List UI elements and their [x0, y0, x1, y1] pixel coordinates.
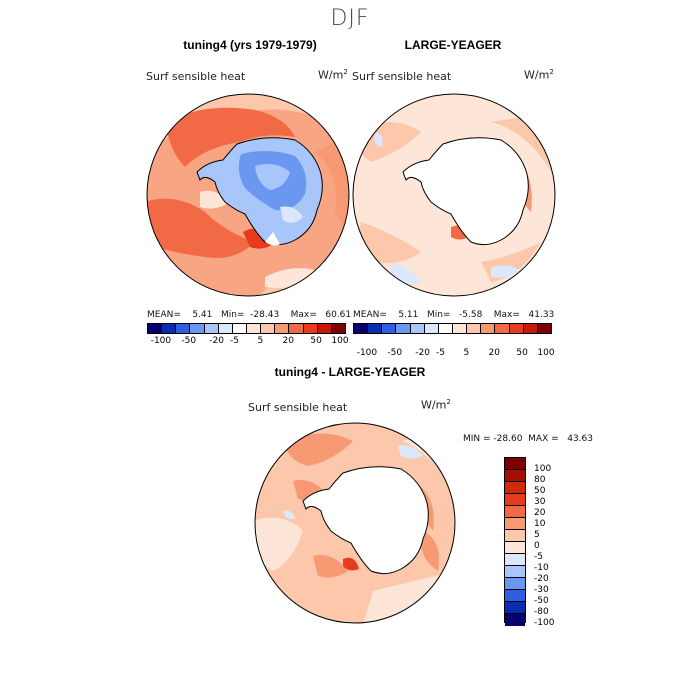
cbar3-tick: 10 [534, 519, 546, 529]
cbar1-tick: -100 [150, 336, 172, 346]
cbar3-tick: -5 [534, 552, 543, 562]
panel1-polar-map [146, 93, 350, 297]
season-title: DJF [330, 6, 370, 31]
cbar3-tick: -20 [534, 574, 549, 584]
cbar3-swatch [505, 602, 525, 614]
cbar2-swatch [523, 324, 538, 333]
cbar2-swatch [467, 324, 482, 333]
panel1-variable-label: Surf sensible heat [146, 70, 246, 83]
cbar1-tick: -5 [230, 336, 240, 346]
cbar3-swatch [505, 506, 525, 518]
cbar3-swatch [505, 518, 525, 530]
panel3-title: tuning4 - LARGE-YEAGER [274, 365, 426, 379]
cbar3-swatch [505, 542, 525, 554]
panel2-units-label: W/m2 [524, 68, 554, 82]
cbar3-swatch [505, 494, 525, 506]
panel3-variable-label: Surf sensible heat [248, 401, 348, 414]
cbar1-swatch [218, 324, 233, 333]
cbar1-tick: 50 [310, 336, 322, 346]
cbar3-tick: -50 [534, 596, 549, 606]
cbar1-swatch [232, 324, 247, 333]
cbar3-swatch [505, 458, 525, 470]
cbar3-tick: -30 [534, 585, 549, 595]
cbar3-tick: -80 [534, 607, 549, 617]
cbar3-tick: 80 [534, 475, 546, 485]
cbar3-swatch [505, 482, 525, 494]
cbar1-swatch [317, 324, 332, 333]
cbar3-swatch [505, 470, 525, 482]
cbar2-swatch [509, 324, 524, 333]
cbar2-tick: -50 [387, 348, 403, 358]
panel2-colorbar-ticks: -100 -50 -20 -5 5 20 50 100 [353, 348, 555, 360]
panel2-variable-label: Surf sensible heat [352, 70, 452, 83]
cbar1-tick: -20 [209, 336, 224, 346]
cbar3-swatch [505, 614, 525, 626]
panel3-polar-map [254, 422, 456, 624]
cbar1-swatch [289, 324, 304, 333]
panel1-units-label: W/m2 [318, 68, 348, 82]
cbar2-tick: 20 [488, 348, 501, 358]
cbar2-tick: -100 [356, 348, 378, 358]
panel2-stats: MEAN= 5.11 Min= -5.58 Max= 41.33 [353, 310, 555, 320]
panel2-polar-map [352, 93, 556, 297]
panel3-stats: MIN = -28.60 MAX = 43.63 [463, 434, 593, 444]
cbar2-swatch [396, 324, 411, 333]
cbar1-swatch [331, 324, 345, 333]
cbar2-swatch [452, 324, 468, 333]
cbar2-swatch [438, 324, 453, 333]
cbar2-swatch [481, 324, 496, 333]
cbar1-tick: 20 [282, 336, 295, 346]
cbar2-tick: 100 [537, 348, 555, 358]
cbar2-tick: 5 [463, 348, 470, 358]
cbar3-tick: 100 [534, 464, 552, 474]
cbar1-swatch [303, 324, 318, 333]
cbar3-swatch [505, 554, 525, 566]
cbar3-tick: -100 [534, 618, 555, 628]
panel1-title: tuning4 (yrs 1979-1979) [183, 38, 317, 52]
cbar3-tick: 5 [534, 530, 540, 540]
cbar3-tick: 0 [534, 541, 540, 551]
cbar1-swatch [190, 324, 205, 333]
cbar2-tick: 50 [516, 348, 528, 358]
panel2-colorbar [353, 323, 552, 334]
cbar2-swatch [495, 324, 510, 333]
cbar1-swatch [148, 324, 163, 333]
cbar3-tick: 20 [534, 508, 546, 518]
panel3-units-label: W/m2 [421, 398, 451, 412]
cbar2-tick: -5 [436, 348, 446, 358]
cbar1-swatch [261, 324, 276, 333]
panel1-colorbar [147, 323, 346, 334]
panel1-colorbar-ticks: -100 -50 -20 -5 5 20 50 100 [147, 336, 349, 348]
cbar3-swatch [505, 578, 525, 590]
cbar3-tick: 30 [534, 497, 546, 507]
cbar1-swatch [204, 324, 219, 333]
cbar3-tick: -10 [534, 563, 549, 573]
panel3-colorbar [504, 457, 526, 626]
cbar1-swatch [275, 324, 290, 333]
cbar1-tick: 100 [331, 336, 349, 346]
cbar1-swatch [176, 324, 191, 333]
cbar1-tick: -50 [181, 336, 197, 346]
panel3-colorbar-labels: 100 80 50 30 20 10 5 0 -5 -10 -20 -30 -5… [534, 457, 574, 628]
cbar2-swatch [424, 324, 439, 333]
cbar2-swatch [368, 324, 383, 333]
panel2-title: LARGE-YEAGER [404, 38, 502, 52]
cbar2-tick: -20 [415, 348, 430, 358]
cbar1-swatch [162, 324, 177, 333]
cbar3-tick: 50 [534, 486, 546, 496]
cbar3-swatch [505, 530, 525, 542]
cbar1-swatch [246, 324, 262, 333]
cbar3-swatch [505, 590, 525, 602]
cbar3-swatch [505, 566, 525, 578]
cbar2-swatch [410, 324, 425, 333]
cbar2-swatch [382, 324, 397, 333]
cbar1-tick: 5 [257, 336, 264, 346]
panel1-stats: MEAN= 5.41 Min= -28.43 Max= 60.61 [147, 310, 352, 320]
cbar2-swatch [537, 324, 551, 333]
cbar2-swatch [354, 324, 369, 333]
